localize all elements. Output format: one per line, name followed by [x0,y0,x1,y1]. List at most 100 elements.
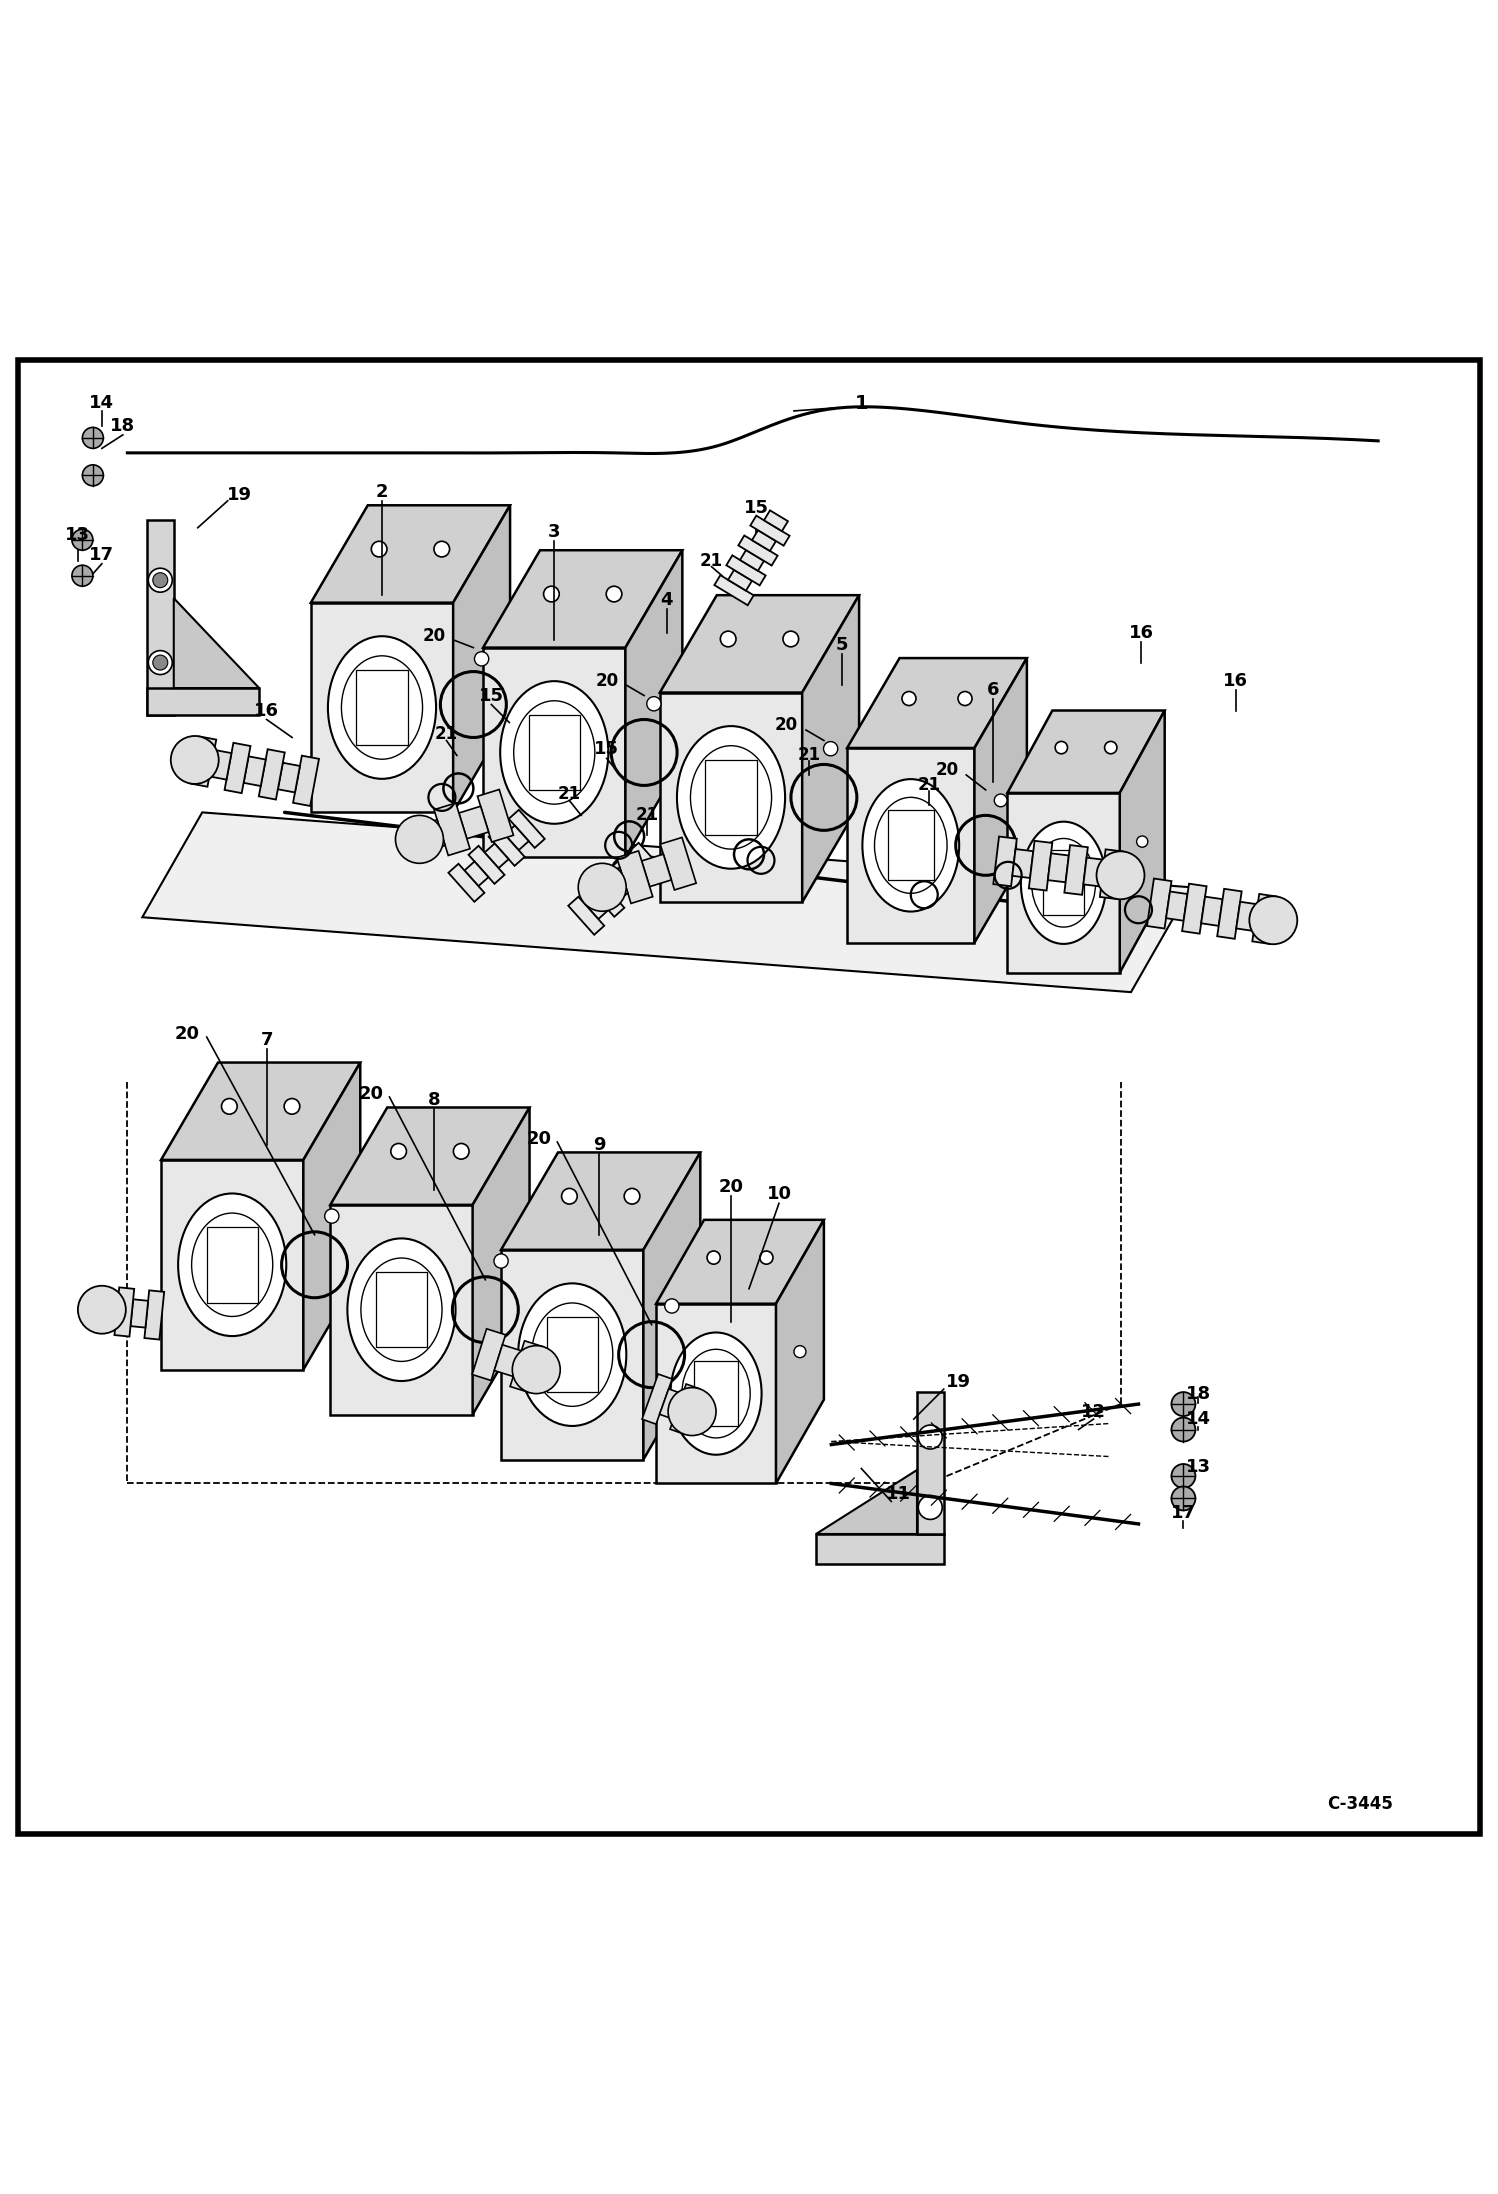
Text: 9: 9 [593,1136,605,1154]
Polygon shape [162,1161,303,1369]
Polygon shape [174,599,259,689]
Polygon shape [848,748,974,943]
Polygon shape [728,570,752,590]
Polygon shape [452,505,509,812]
Polygon shape [715,575,753,606]
Text: 18: 18 [111,417,135,434]
Polygon shape [568,897,604,935]
Text: 21: 21 [700,551,724,570]
Text: 16: 16 [255,702,279,720]
Text: 20: 20 [719,1178,743,1196]
Polygon shape [478,790,514,842]
Text: 13: 13 [1186,1459,1210,1477]
Polygon shape [277,764,300,792]
Polygon shape [608,860,644,900]
Circle shape [562,1189,577,1205]
Circle shape [475,652,488,667]
Circle shape [148,652,172,674]
Circle shape [668,1387,716,1435]
Circle shape [222,1099,237,1115]
Polygon shape [473,1108,530,1415]
Polygon shape [1013,849,1034,878]
Polygon shape [584,895,608,919]
Polygon shape [357,669,407,746]
Text: 21: 21 [434,726,458,744]
Polygon shape [144,1290,165,1341]
Polygon shape [482,551,682,647]
Polygon shape [312,505,509,603]
Polygon shape [1047,853,1070,882]
Polygon shape [816,1470,917,1534]
Text: 12: 12 [1082,1402,1106,1420]
Text: 15: 15 [595,739,619,759]
Circle shape [391,1143,406,1158]
Polygon shape [225,744,250,794]
Ellipse shape [671,1332,761,1455]
Polygon shape [750,516,789,546]
Polygon shape [147,689,259,715]
Polygon shape [848,658,1026,748]
Text: 17: 17 [90,546,114,564]
Polygon shape [147,520,174,715]
Circle shape [918,1426,942,1448]
Polygon shape [505,825,529,849]
Polygon shape [589,880,625,917]
Text: 14: 14 [90,395,114,412]
Circle shape [1104,742,1118,755]
Text: 21: 21 [917,777,941,794]
Circle shape [1171,1417,1195,1441]
Polygon shape [656,1220,824,1303]
Polygon shape [617,851,653,904]
Text: 17: 17 [1171,1505,1195,1523]
Polygon shape [803,595,860,902]
Polygon shape [752,531,776,551]
Polygon shape [1165,891,1188,921]
Polygon shape [434,803,470,856]
Polygon shape [740,551,764,570]
Polygon shape [482,647,626,858]
Text: 5: 5 [836,636,848,654]
Circle shape [1171,1463,1195,1488]
Text: 20: 20 [175,1025,199,1042]
Polygon shape [500,1152,700,1251]
Polygon shape [641,853,671,886]
Polygon shape [488,827,524,867]
Circle shape [171,735,219,783]
Polygon shape [974,658,1026,943]
Text: 6: 6 [987,680,999,698]
Circle shape [959,691,972,706]
Polygon shape [500,1251,643,1459]
Polygon shape [727,555,765,586]
Polygon shape [670,1384,700,1435]
Polygon shape [472,1330,505,1380]
Polygon shape [1236,902,1258,930]
Polygon shape [604,875,629,902]
Polygon shape [415,821,445,851]
Ellipse shape [348,1237,455,1380]
Text: 20: 20 [422,627,446,645]
Circle shape [625,1189,640,1205]
Polygon shape [1029,840,1052,891]
Polygon shape [100,1297,118,1325]
Polygon shape [626,551,682,858]
Polygon shape [330,1205,473,1415]
Circle shape [1171,1393,1195,1415]
Polygon shape [1182,884,1206,935]
Polygon shape [764,511,788,531]
Polygon shape [1100,849,1124,900]
Circle shape [1249,897,1297,943]
Polygon shape [888,810,933,880]
Circle shape [647,698,661,711]
Circle shape [153,573,168,588]
Circle shape [72,529,93,551]
Polygon shape [1065,845,1088,895]
Circle shape [902,691,915,706]
Polygon shape [494,1345,521,1376]
Text: 19: 19 [228,485,252,505]
Ellipse shape [1022,823,1106,943]
Text: 21: 21 [797,746,821,764]
Polygon shape [993,836,1017,886]
Polygon shape [210,750,232,779]
Circle shape [918,1496,942,1520]
Polygon shape [706,759,756,836]
